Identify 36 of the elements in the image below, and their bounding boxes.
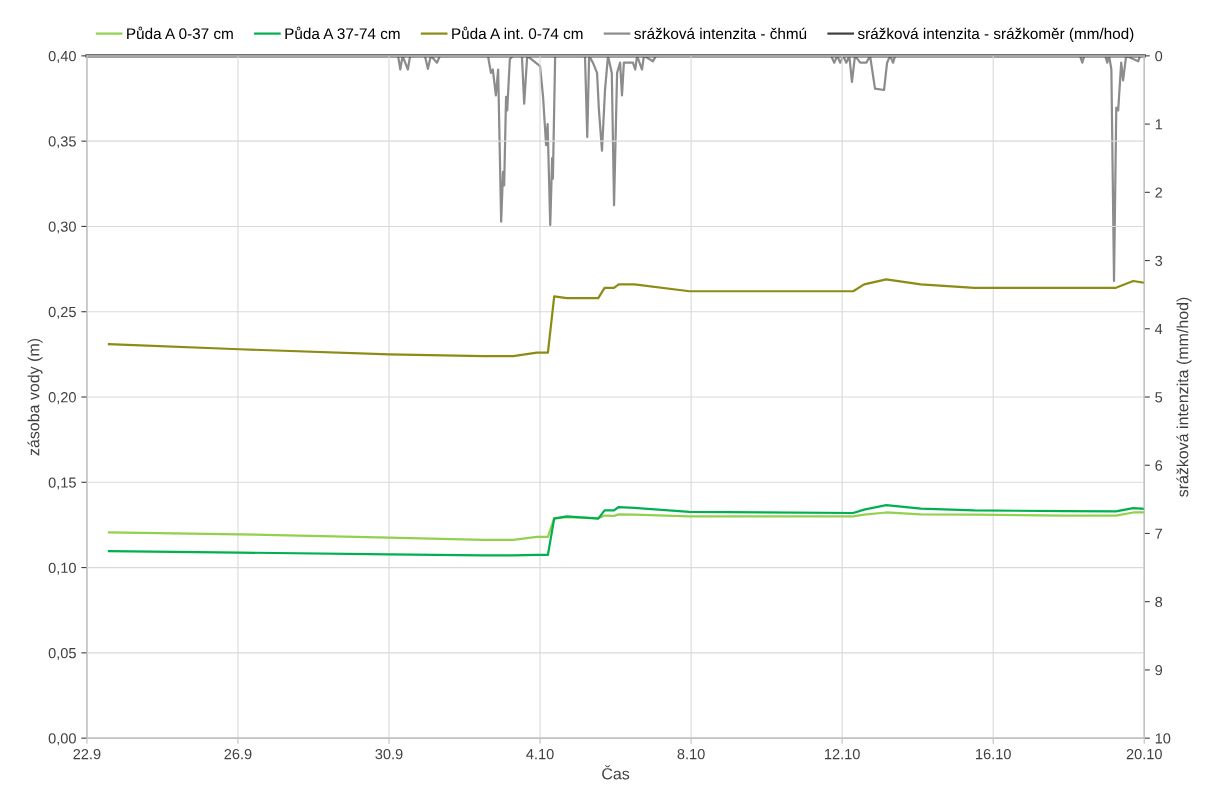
x-tick-label: 22.9 (73, 748, 101, 760)
x-tick-label: 16.10 (976, 748, 1011, 760)
y2-tick-label: 7 (1155, 528, 1163, 539)
y2-tick-label: 2 (1155, 187, 1163, 198)
y2-tick-label: 4 (1154, 324, 1163, 335)
x-tick-label: 4.10 (526, 748, 554, 760)
y-tick-label: 0,10 (48, 562, 76, 575)
legend-label: srážková intenzita - čhmú (634, 27, 807, 40)
y-tick-label: 0,15 (48, 477, 76, 490)
y-tick-label: 0,05 (48, 647, 76, 661)
y2-tick-label: 5 (1155, 392, 1163, 403)
y-tick-label: 0,30 (48, 221, 76, 234)
x-axis-title: Čas (602, 765, 630, 780)
x-tick-label: 12.10 (825, 748, 860, 760)
y-tick-label: 0,40 (48, 50, 76, 64)
x-tick-label: 26.9 (224, 748, 252, 760)
y-tick-label: 0,20 (48, 392, 76, 405)
y2-tick-label: 3 (1155, 255, 1163, 266)
x-tick-label: 30.9 (375, 748, 403, 760)
y-tick-label: 0,25 (48, 306, 76, 319)
y2-tick-label: 0 (1155, 50, 1163, 62)
legend-label: Půda A 37-74 cm (285, 26, 400, 40)
y-tick-label: 0,35 (48, 136, 76, 149)
legend-label: srážková intenzita - srážkoměr (mm/hod) (857, 27, 1134, 43)
y2-axis-title: srážková intenzita (mm/hod) (1176, 297, 1192, 497)
legend-label: Půda A int. 0-74 cm (452, 26, 583, 40)
y-axis-title: zásoba vody (m) (27, 338, 43, 456)
y2-tick-label: 6 (1155, 460, 1163, 471)
x-tick-label: 20.10 (1126, 748, 1162, 760)
y2-tick-label: 9 (1155, 665, 1163, 676)
y-tick-label: 0,00 (48, 733, 76, 746)
y2-tick-label: 1 (1155, 119, 1163, 130)
y2-tick-label: 8 (1155, 596, 1163, 608)
x-tick-label: 8.10 (677, 748, 705, 760)
y2-tick-label: 10 (1155, 733, 1171, 744)
legend-label: Půda A 0-37 cm (127, 26, 233, 40)
